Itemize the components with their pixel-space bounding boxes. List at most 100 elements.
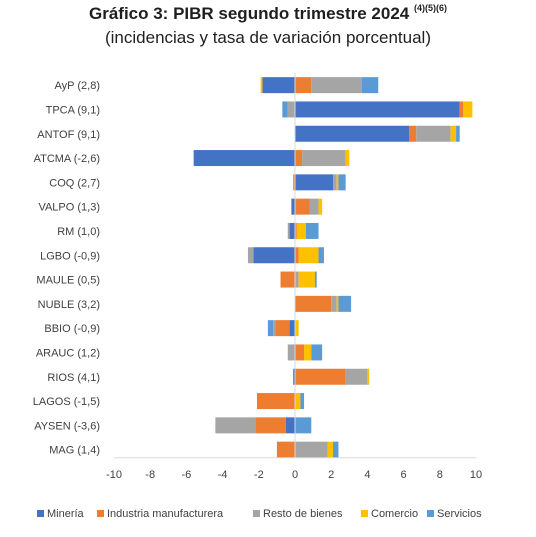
bar-segment	[338, 295, 352, 312]
bar-segment	[333, 174, 337, 191]
bar-segment	[295, 222, 297, 239]
legend-label: Industria manufacturera	[107, 508, 224, 520]
bar-segment	[287, 344, 295, 361]
bar-segment	[459, 101, 464, 118]
bar-segment	[193, 150, 295, 167]
bar-segment	[311, 344, 323, 361]
category-label: LAGOS (-1,5)	[33, 396, 100, 408]
bar-segment	[273, 320, 276, 337]
bar-segment	[295, 125, 410, 142]
bar-segment	[293, 368, 295, 385]
bar-segment	[295, 368, 346, 385]
bar-segment	[345, 150, 350, 167]
category-label: AyP (2,8)	[55, 80, 100, 92]
category-label: LGBO (-0,9)	[40, 250, 100, 262]
category-label: MAULE (0,5)	[36, 275, 100, 287]
x-tick-label: -8	[145, 469, 155, 481]
bar-segment	[295, 77, 312, 94]
bar-segment	[298, 247, 319, 264]
bar-segment	[409, 125, 417, 142]
bar-segment	[295, 198, 310, 215]
category-label: NUBLE (3,2)	[38, 299, 100, 311]
bar-segment	[300, 393, 305, 410]
bar-segment	[289, 222, 295, 239]
legend-swatch	[361, 510, 368, 517]
bar-segment	[304, 344, 312, 361]
x-tick-label: 2	[328, 469, 334, 481]
bar-segment	[296, 222, 306, 239]
bar-segment	[305, 222, 319, 239]
bar-segment	[267, 320, 274, 337]
category-label: BBIO (-0,9)	[44, 323, 100, 335]
bar-segment	[295, 174, 334, 191]
x-tick-label: -6	[182, 469, 192, 481]
category-label: TPCA (9,1)	[46, 104, 100, 116]
bar-segment	[456, 125, 460, 142]
chart-title-notes: (4)(5)(6)	[414, 3, 447, 13]
x-tick-label: 8	[437, 469, 443, 481]
bar-segment	[318, 247, 324, 264]
bar-segment	[295, 320, 299, 337]
bar-segment	[287, 101, 295, 118]
bar-segment	[298, 271, 315, 288]
bar-segment	[256, 393, 295, 410]
bar-segment	[311, 77, 362, 94]
x-tick-label: -2	[254, 469, 264, 481]
bar-segment	[293, 174, 295, 191]
bar-segment	[215, 417, 256, 434]
bar-segment	[285, 417, 295, 434]
bar-segment	[331, 295, 337, 312]
legend-swatch	[97, 510, 104, 517]
category-label: VALPO (1,3)	[38, 202, 100, 214]
bar-segment	[295, 295, 332, 312]
bar-segment	[338, 174, 346, 191]
x-tick-label: 10	[470, 469, 482, 481]
x-tick-label: 6	[401, 469, 407, 481]
bar-segment	[295, 150, 303, 167]
bar-segment	[314, 271, 317, 288]
bar-segment	[295, 344, 305, 361]
bar-segment	[336, 174, 339, 191]
bar-segment	[262, 77, 295, 94]
bar-segment	[287, 222, 290, 239]
bar-segment	[309, 198, 319, 215]
bar-segment	[295, 417, 312, 434]
legend-label: Minería	[47, 508, 85, 520]
bar-segment	[260, 77, 263, 94]
legend-swatch	[37, 510, 44, 517]
bar-segment	[302, 150, 346, 167]
bar-segment	[463, 101, 473, 118]
bar-segment	[280, 271, 295, 288]
category-label: COQ (2,7)	[49, 177, 100, 189]
category-label: AYSEN (-3,6)	[34, 420, 100, 432]
chart-subtitle: (incidencias y tasa de variación porcent…	[104, 28, 431, 47]
category-label: MAG (1,4)	[49, 445, 100, 457]
category-label: ARAUC (1,2)	[36, 347, 100, 359]
bar-segment	[318, 198, 323, 215]
legend-label: Comercio	[371, 508, 418, 520]
bar-segment	[450, 125, 457, 142]
bar-segment	[336, 295, 339, 312]
bar-segment	[295, 441, 328, 458]
bar-segment	[275, 320, 290, 337]
x-tick-label: -4	[218, 469, 228, 481]
bar-segment	[255, 417, 286, 434]
bar-segment	[295, 271, 299, 288]
bar-segment	[416, 125, 451, 142]
category-label: ATCMA (-2,6)	[34, 153, 100, 165]
bar-segment	[361, 77, 379, 94]
bar-segment	[295, 101, 460, 118]
bar-segment	[253, 247, 295, 264]
legend-label: Resto de bienes	[263, 508, 343, 520]
category-label: RM (1,0)	[57, 226, 100, 238]
legend-label: Servicios	[437, 508, 482, 520]
x-tick-label: 0	[292, 469, 298, 481]
bar-segment	[247, 247, 254, 264]
bar-segment	[345, 368, 368, 385]
category-label: RIOS (4,1)	[47, 372, 100, 384]
bar-segment	[289, 320, 295, 337]
bar-segment	[295, 393, 301, 410]
bar-segment	[282, 101, 288, 118]
